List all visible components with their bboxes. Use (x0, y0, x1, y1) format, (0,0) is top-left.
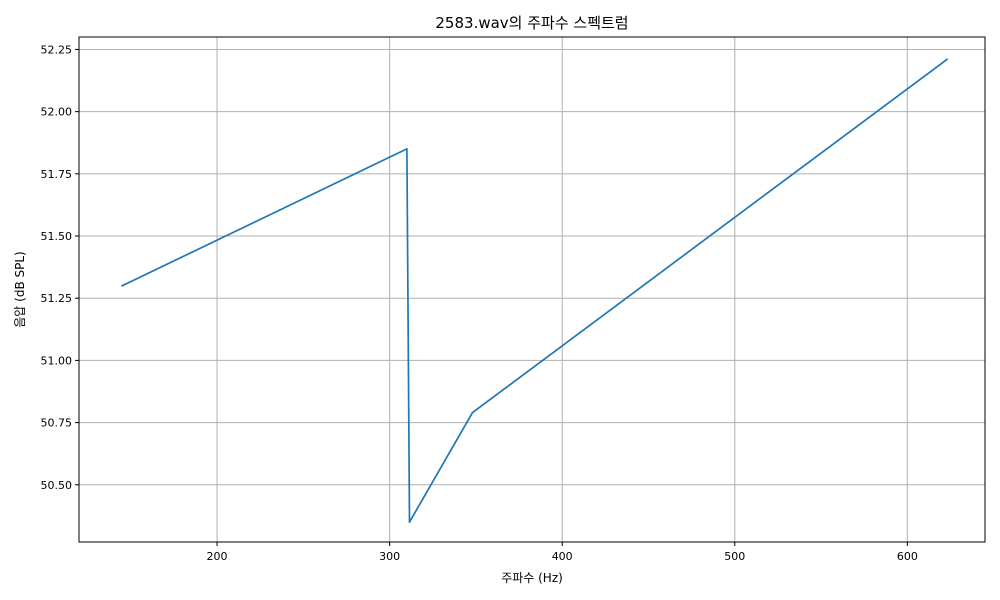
x-tick-label: 200 (207, 550, 228, 563)
data-point (471, 411, 474, 414)
data-point (406, 148, 408, 150)
grid (79, 37, 985, 542)
y-tick-label: 52.00 (41, 106, 73, 119)
y-tick-label: 50.50 (41, 479, 73, 492)
y-tick-label: 51.50 (41, 230, 73, 243)
x-tick-label: 600 (897, 550, 918, 563)
axis-ticks: 200 300 400 500 600 50.50 50.75 51.00 51.25 51.50… (41, 43, 918, 563)
x-tick-label: 300 (379, 550, 400, 563)
x-tick-label: 400 (552, 550, 573, 563)
plot-area-frame (78, 36, 986, 543)
chart-title: 2583.wav의 주파수 스펙트럼 (435, 14, 628, 32)
y-tick-label: 52.25 (41, 43, 73, 56)
y-tick-label: 50.75 (41, 417, 73, 430)
data-point (408, 521, 411, 523)
y-tick-label: 51.25 (41, 292, 73, 305)
y-axis-label: 음압 (dB SPL) (13, 251, 27, 327)
data-point (121, 285, 123, 287)
x-axis-label: 주파수 (Hz) (501, 571, 563, 585)
series-layer (121, 58, 948, 523)
data-point (946, 58, 948, 61)
y-tick-label: 51.75 (41, 168, 73, 181)
y-tick-label: 51.00 (41, 354, 73, 367)
x-tick-label: 500 (724, 550, 745, 563)
